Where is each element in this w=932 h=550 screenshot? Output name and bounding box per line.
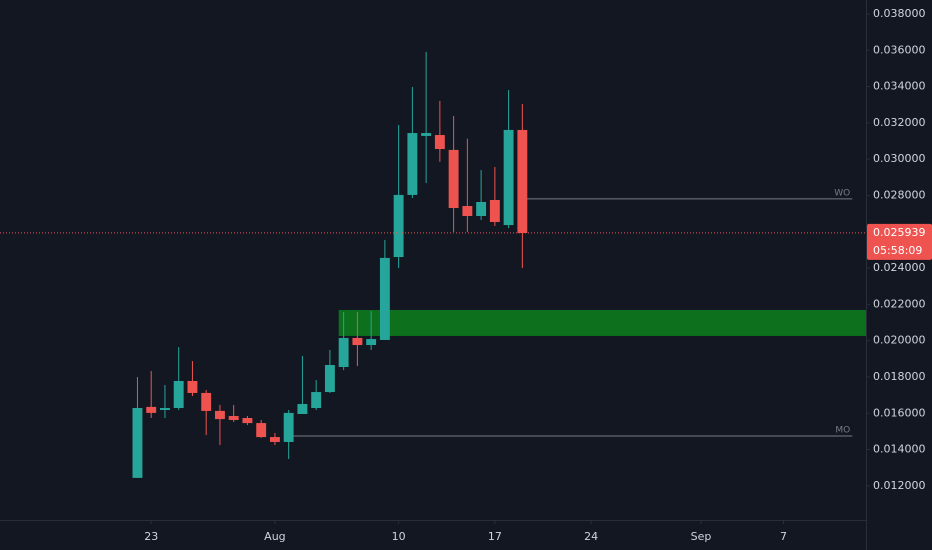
- zone: [338, 310, 866, 336]
- candle-body: [242, 417, 253, 424]
- y-tick-label: 0.014000: [873, 443, 926, 456]
- candle-body: [407, 133, 418, 195]
- candle-body: [421, 133, 432, 136]
- candle-body: [214, 410, 225, 420]
- x-tick-label: 7: [780, 530, 787, 543]
- candle-body: [434, 135, 445, 150]
- candle-body: [146, 406, 157, 413]
- candle-body: [338, 337, 349, 367]
- level-label: MO: [835, 425, 850, 435]
- x-tick-label: 24: [584, 530, 598, 543]
- x-tick-label: 23: [144, 530, 158, 543]
- y-tick-label: 0.028000: [873, 188, 926, 201]
- candle-body: [462, 206, 473, 216]
- candle-body: [379, 257, 390, 340]
- last-price-box: [867, 223, 932, 260]
- x-tick-label: 17: [488, 530, 502, 543]
- candle-body: [352, 337, 363, 346]
- y-tick-label: 0.012000: [873, 479, 926, 492]
- candle-body: [160, 408, 170, 411]
- y-tick-label: 0.022000: [873, 297, 926, 310]
- candle-body: [489, 200, 500, 222]
- candle-body: [187, 380, 198, 393]
- y-tick-label: 0.034000: [873, 80, 926, 93]
- candle-body: [228, 416, 239, 420]
- candle-body: [256, 423, 267, 438]
- y-tick-label: 0.018000: [873, 370, 926, 383]
- x-tick-label: Aug: [264, 530, 285, 543]
- candle-body: [517, 129, 528, 234]
- candle-body: [201, 392, 212, 411]
- y-tick-label: 0.036000: [873, 43, 926, 56]
- countdown-label: 05:58:09: [873, 244, 922, 257]
- candle-body: [173, 380, 184, 409]
- last-price-label: 0.025939: [873, 226, 926, 239]
- y-tick-label: 0.016000: [873, 406, 926, 419]
- x-tick-label: Sep: [691, 530, 712, 543]
- candle-body: [503, 129, 514, 226]
- candle-body: [297, 404, 308, 415]
- candle-body: [311, 392, 322, 409]
- candle-body: [283, 412, 294, 442]
- x-tick-label: 10: [392, 530, 406, 543]
- y-tick-label: 0.030000: [873, 152, 926, 165]
- candle-body: [324, 364, 335, 393]
- y-tick-label: 0.038000: [873, 7, 926, 20]
- y-tick-label: 0.024000: [873, 261, 926, 274]
- y-tick-label: 0.032000: [873, 116, 926, 129]
- candle-body: [269, 437, 280, 442]
- candle-body: [366, 339, 377, 346]
- level-label: WO: [834, 188, 850, 198]
- y-tick-label: 0.020000: [873, 334, 926, 347]
- candle-body: [448, 149, 459, 208]
- candle-body: [132, 408, 143, 478]
- candle-body: [476, 202, 487, 216]
- candle-body: [393, 194, 404, 258]
